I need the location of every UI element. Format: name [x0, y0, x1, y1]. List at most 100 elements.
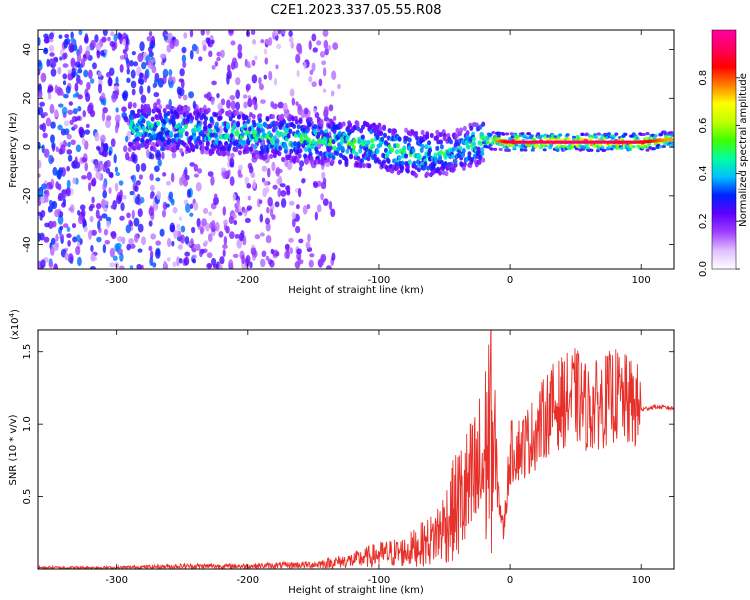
spectral-blob: [114, 182, 119, 192]
spectral-blob: [67, 154, 73, 162]
spectral-blob: [189, 135, 194, 141]
spectral-blob: [279, 131, 284, 137]
spectral-blob: [351, 149, 356, 155]
spectral-blob: [137, 53, 144, 63]
y-tick-label: -20: [22, 188, 33, 204]
spectral-blob: [176, 223, 181, 231]
spectral-blob: [115, 76, 119, 85]
spectral-blob: [90, 179, 96, 187]
spectral-blob: [298, 118, 303, 125]
spectral-blob: [141, 125, 146, 132]
spectral-blob: [213, 193, 218, 199]
spectral-blob: [295, 225, 301, 234]
spectral-blob: [235, 109, 240, 115]
spectral-blob: [405, 168, 410, 174]
spectral-blob: [70, 31, 74, 39]
spectral-blob: [201, 218, 207, 227]
spectral-blob: [538, 136, 543, 140]
colorbar-tick-label: 0.4: [698, 165, 709, 181]
spectral-blob: [72, 93, 78, 98]
spectral-blob: [120, 202, 125, 212]
spectral-blob: [535, 143, 540, 147]
spectral-blob: [71, 67, 76, 78]
spectral-blob: [307, 233, 311, 243]
spectral-blob: [488, 133, 493, 137]
spectral-blob: [159, 228, 165, 237]
spectral-blob: [74, 82, 79, 93]
spectral-blob: [67, 141, 71, 148]
spectral-blob: [316, 40, 322, 46]
spectral-blob: [207, 127, 212, 134]
spectral-blob: [298, 148, 303, 154]
spectral-blob: [178, 216, 183, 221]
spectral-blob: [163, 35, 168, 41]
spectral-blob: [67, 109, 74, 115]
spectral-blob: [295, 53, 301, 64]
spectral-blob: [191, 226, 196, 234]
spectral-blob: [443, 161, 448, 167]
spectral-blob: [147, 107, 152, 113]
spectral-blob: [175, 112, 180, 119]
spectral-blob: [181, 46, 187, 54]
spectral-blob: [121, 106, 127, 113]
spectral-blob: [38, 160, 42, 169]
spectral-blob: [132, 61, 139, 67]
spectral-blob: [195, 181, 202, 192]
spectral-blob: [260, 258, 266, 268]
spectral-blob: [242, 94, 248, 99]
spectral-blob: [268, 70, 273, 81]
spectral-blob: [280, 198, 287, 208]
spectral-blob: [659, 132, 664, 137]
spectral-blob: [411, 147, 416, 154]
spectral-blob: [100, 98, 105, 105]
spectral-blob: [237, 169, 242, 176]
spectral-blob: [66, 165, 71, 172]
spectral-blob: [46, 181, 53, 187]
spectral-blob: [108, 187, 112, 195]
spectral-blob: [168, 191, 174, 200]
spectral-blob: [606, 146, 611, 150]
spectral-blob: [106, 115, 112, 121]
spectral-blob: [555, 148, 560, 152]
spectral-blob: [273, 77, 278, 86]
spectral-blob: [275, 138, 280, 144]
spectral-blob: [64, 128, 70, 136]
spectral-blob: [136, 112, 141, 119]
spectral-blob: [417, 154, 422, 161]
colorbar-tick-label: 0.6: [698, 118, 709, 134]
spectral-blob: [96, 50, 101, 59]
spectral-blob: [156, 190, 162, 201]
spectral-blob: [514, 143, 519, 147]
spectral-blob: [328, 200, 333, 211]
spectral-blob: [462, 125, 467, 132]
spectral-blob: [109, 40, 115, 47]
spectral-blob: [265, 255, 270, 261]
spectral-blob: [89, 78, 95, 84]
spectral-blob: [90, 253, 96, 262]
spectral-blob: [180, 225, 186, 233]
spectral-blob: [79, 204, 86, 211]
spectral-blob: [404, 127, 409, 133]
spectral-blob: [38, 89, 43, 99]
spectral-blob: [209, 116, 214, 122]
spectral-blob: [205, 30, 210, 36]
spectral-blob: [237, 51, 243, 59]
spectral-blob: [161, 209, 167, 218]
spectral-blob: [298, 238, 304, 244]
spectral-blob: [510, 135, 515, 139]
spectral-blob: [238, 164, 243, 171]
spectral-blob: [442, 135, 447, 142]
spectral-blob: [314, 211, 319, 221]
spectral-blob: [288, 128, 293, 134]
spectral-blob: [288, 237, 294, 243]
colorbar-label: Normalized spectral amplitude: [738, 73, 749, 227]
spectral-blob: [86, 81, 91, 91]
spectral-blob: [77, 68, 83, 74]
spectral-blob: [203, 240, 209, 245]
spectral-blob: [295, 101, 299, 106]
spectral-blob: [77, 106, 82, 112]
spectral-blob: [558, 133, 563, 137]
spectral-blob: [70, 139, 76, 146]
spectral-blob: [85, 92, 91, 103]
